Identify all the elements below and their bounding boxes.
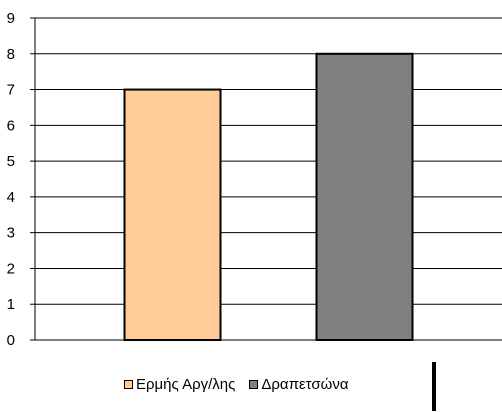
bars bbox=[123, 52, 414, 342]
legend-swatch-2 bbox=[249, 380, 259, 389]
bar-2 bbox=[315, 52, 414, 342]
legend-item-2: Δραπετσώνα bbox=[249, 376, 349, 393]
legend-label-1: Ερμής Αργ/λης bbox=[136, 376, 236, 393]
legend-label-2: Δραπετσώνα bbox=[261, 376, 349, 393]
legend-item-1: Ερμής Αργ/λης bbox=[124, 376, 235, 393]
y-tick-label-0: 0 bbox=[7, 332, 15, 349]
bar-1 bbox=[123, 88, 222, 341]
y-tick-label-1: 1 bbox=[7, 296, 15, 313]
text-cursor-bar bbox=[432, 362, 436, 411]
y-tick-label-5: 5 bbox=[7, 153, 15, 170]
y-tick-label-4: 4 bbox=[7, 189, 15, 206]
legend: Ερμής Αργ/λης Δραπετσώνα bbox=[124, 376, 363, 393]
legend-swatch-1 bbox=[124, 380, 133, 389]
y-tick-label-3: 3 bbox=[7, 225, 15, 242]
y-tick-label-2: 2 bbox=[7, 260, 15, 277]
y-tick-label-6: 6 bbox=[7, 117, 15, 134]
gridlines bbox=[35, 17, 502, 341]
y-tick-label-7: 7 bbox=[7, 82, 15, 99]
y-tick-label-9: 9 bbox=[7, 10, 15, 27]
y-tick-label-8: 8 bbox=[7, 46, 15, 63]
y-axis-ticks: 0 1 2 3 4 5 6 7 8 9 bbox=[7, 10, 35, 349]
